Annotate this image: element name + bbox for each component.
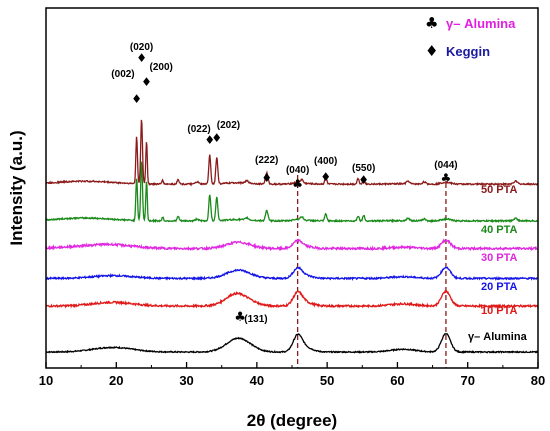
alumina-legend-marker: ♣ bbox=[425, 14, 438, 32]
series-line bbox=[45, 332, 539, 354]
peak-annotations: (002)♦(020)♦(200)♦(022)♦(202)♦(222)♦(040… bbox=[111, 42, 457, 325]
keggin-marker: ♦ bbox=[131, 92, 142, 106]
peak-label: (022) bbox=[187, 124, 210, 135]
legend-label: γ– Alumina bbox=[446, 16, 516, 31]
peak-label: (044) bbox=[434, 160, 457, 171]
series-label: 10 PTA bbox=[481, 305, 518, 317]
keggin-marker: ♦ bbox=[204, 133, 215, 147]
series-label: 30 PTA bbox=[481, 252, 518, 264]
keggin-marker: ♦ bbox=[141, 75, 152, 89]
y-axis-title: Intensity (a.u.) bbox=[7, 130, 26, 245]
keggin-marker: ♦ bbox=[136, 51, 147, 65]
peak-label: (550) bbox=[352, 163, 375, 174]
alumina-marker: ♣ bbox=[234, 310, 246, 325]
series-line bbox=[45, 161, 538, 224]
x-tick-label: 30 bbox=[179, 373, 193, 388]
series-label: 40 PTA bbox=[481, 224, 518, 236]
x-axis-title: 2θ (degree) bbox=[247, 411, 337, 430]
legend-label: Keggin bbox=[446, 44, 490, 59]
keggin-marker: ♦ bbox=[358, 173, 369, 187]
peak-label: (131) bbox=[244, 314, 267, 325]
keggin-marker: ♦ bbox=[211, 131, 222, 145]
series-labels: γ– Alumina 10 PTA 20 PTA 30 PTA 40 PTA 50 PTA bbox=[468, 184, 528, 343]
peak-label: (040) bbox=[286, 165, 309, 176]
keggin-marker: ♦ bbox=[261, 171, 272, 185]
series-label: 50 PTA bbox=[481, 184, 518, 196]
axes: 10 20 30 40 50 60 70 80 bbox=[39, 7, 545, 388]
alumina-marker: ♣ bbox=[292, 177, 303, 191]
peak-label: (200) bbox=[150, 62, 173, 73]
series-label: γ– Alumina bbox=[468, 331, 528, 343]
peak-label: (002) bbox=[111, 69, 134, 80]
reference-lines bbox=[296, 175, 447, 368]
peak-label: (222) bbox=[255, 155, 278, 166]
keggin-marker: ♦ bbox=[320, 170, 331, 184]
x-tick-label: 70 bbox=[460, 373, 474, 388]
series-line bbox=[45, 266, 538, 281]
peak-label: (020) bbox=[130, 42, 153, 53]
alumina-marker: ♣ bbox=[441, 171, 452, 185]
keggin-legend-marker: ♦ bbox=[425, 42, 438, 60]
series-line bbox=[45, 119, 539, 187]
x-tick-label: 40 bbox=[250, 373, 264, 388]
peak-label: (202) bbox=[217, 120, 240, 131]
peak-label: (400) bbox=[314, 156, 337, 167]
x-tick-label: 80 bbox=[531, 373, 545, 388]
x-tick-label: 10 bbox=[39, 373, 53, 388]
series-line bbox=[45, 238, 539, 252]
series-group bbox=[45, 119, 539, 354]
series-line bbox=[45, 289, 539, 310]
legend: ♣ γ– Alumina ♦ Keggin bbox=[425, 14, 516, 60]
x-tick-label: 60 bbox=[390, 373, 404, 388]
x-tick-label: 50 bbox=[320, 373, 334, 388]
series-label: 20 PTA bbox=[481, 281, 518, 293]
x-tick-label: 20 bbox=[109, 373, 123, 388]
